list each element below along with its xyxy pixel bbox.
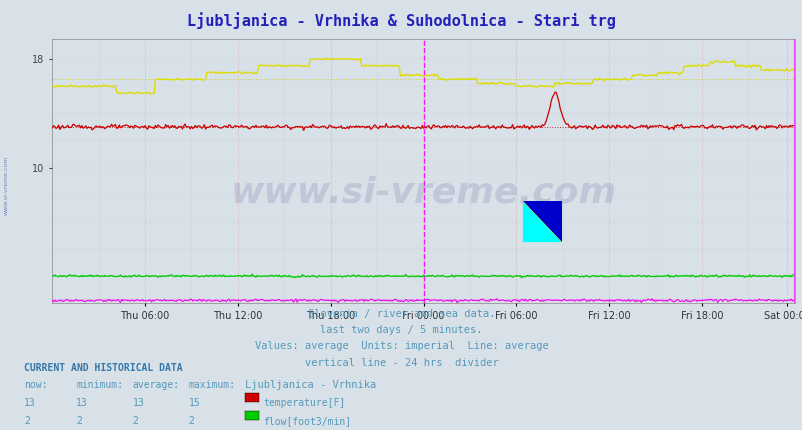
Polygon shape	[522, 201, 561, 242]
Text: Ljubljanica - Vrhnika: Ljubljanica - Vrhnika	[245, 380, 375, 390]
Text: vertical line - 24 hrs  divider: vertical line - 24 hrs divider	[304, 358, 498, 368]
Text: 13: 13	[24, 398, 36, 408]
Text: flow[foot3/min]: flow[foot3/min]	[263, 416, 351, 426]
Bar	[522, 201, 561, 242]
Text: 2: 2	[132, 416, 138, 426]
Text: 2: 2	[188, 416, 194, 426]
Text: Slovenia / river and sea data.: Slovenia / river and sea data.	[307, 309, 495, 319]
Text: 13: 13	[132, 398, 144, 408]
Text: www.si-vreme.com: www.si-vreme.com	[4, 155, 9, 215]
Text: minimum:: minimum:	[76, 380, 124, 390]
Text: average:: average:	[132, 380, 180, 390]
Text: CURRENT AND HISTORICAL DATA: CURRENT AND HISTORICAL DATA	[24, 363, 183, 373]
Polygon shape	[522, 201, 561, 242]
Text: 13: 13	[76, 398, 88, 408]
Text: 15: 15	[188, 398, 200, 408]
Text: temperature[F]: temperature[F]	[263, 398, 345, 408]
Text: maximum:: maximum:	[188, 380, 236, 390]
Text: 2: 2	[24, 416, 30, 426]
Text: 2: 2	[76, 416, 82, 426]
Text: last two days / 5 minutes.: last two days / 5 minutes.	[320, 325, 482, 335]
Text: Ljubljanica - Vrhnika & Suhodolnica - Stari trg: Ljubljanica - Vrhnika & Suhodolnica - St…	[187, 12, 615, 29]
Text: Values: average  Units: imperial  Line: average: Values: average Units: imperial Line: av…	[254, 341, 548, 351]
Text: now:: now:	[24, 380, 47, 390]
Text: www.si-vreme.com: www.si-vreme.com	[230, 175, 616, 209]
